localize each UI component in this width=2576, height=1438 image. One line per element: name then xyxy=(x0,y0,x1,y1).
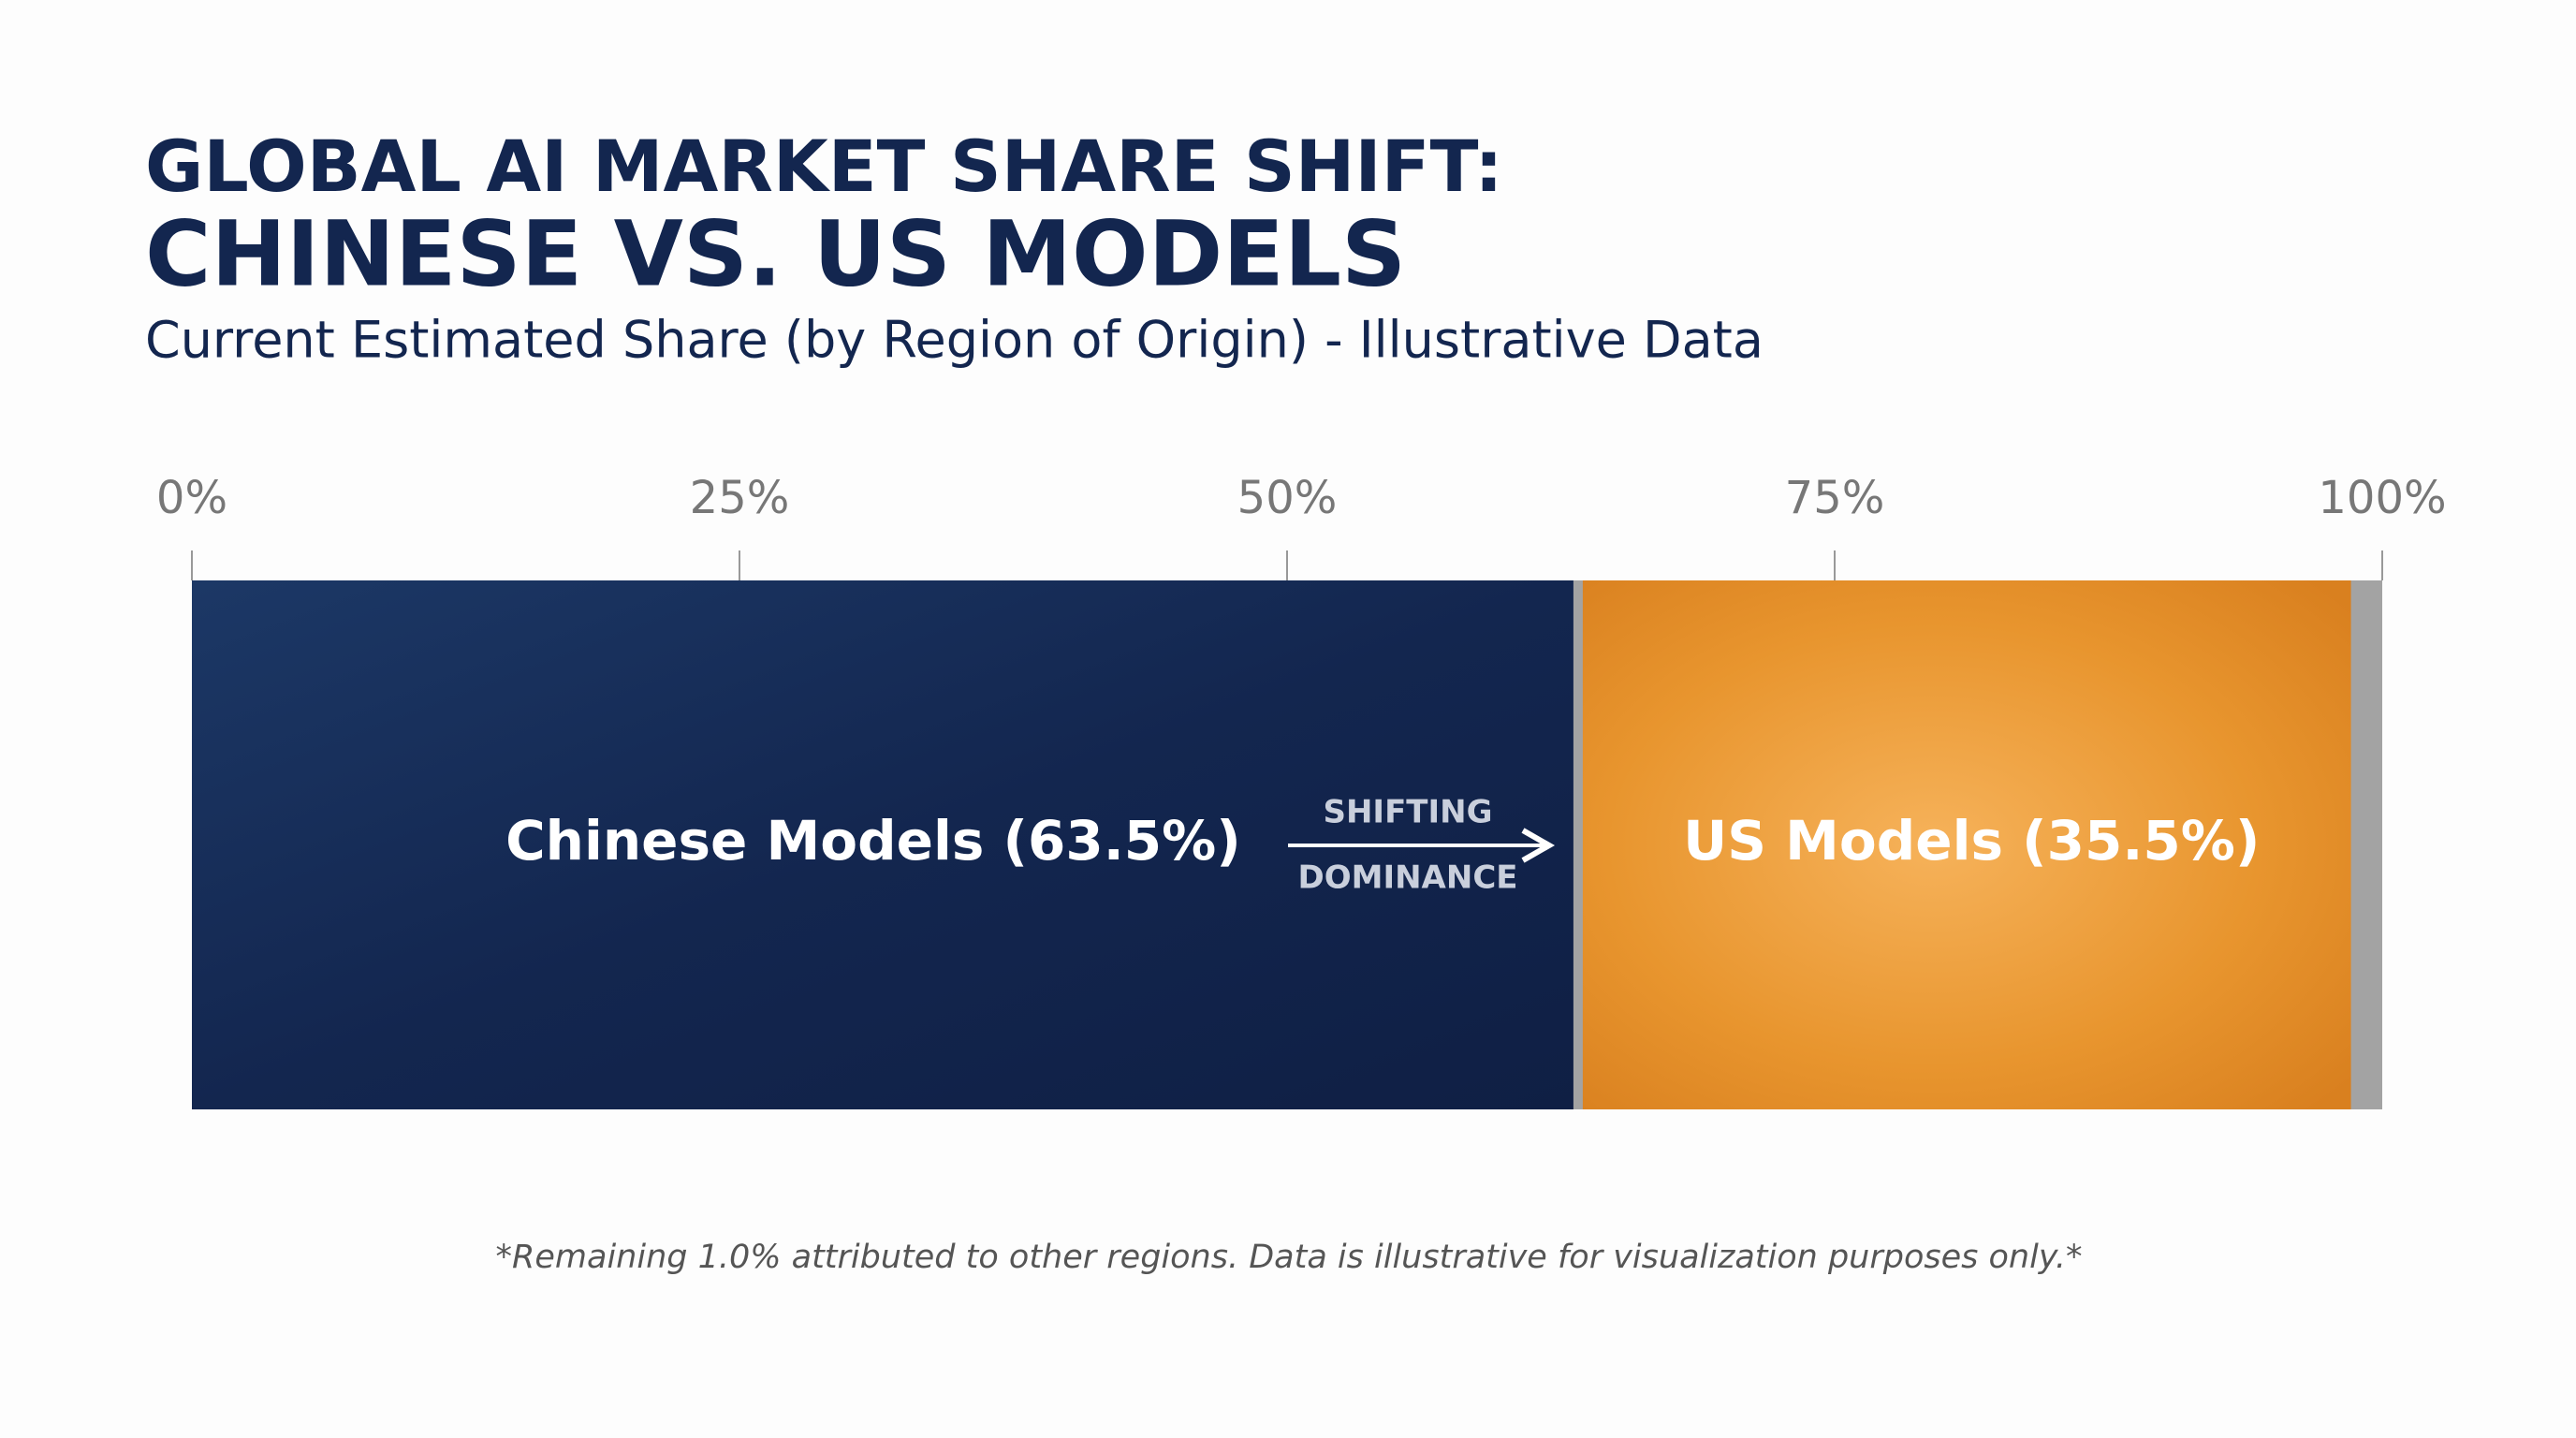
x-tick-label: 50% xyxy=(1237,472,1338,524)
data-label: US Models (35.5%) xyxy=(1683,809,2260,873)
x-tick-label: 25% xyxy=(690,472,790,524)
x-tick-label: 100% xyxy=(2318,472,2446,524)
footnote: *Remaining 1.0% attributed to other regi… xyxy=(496,1239,2083,1276)
data-label: Chinese Models (63.5%) xyxy=(505,809,1241,873)
annotation: DOMINANCE xyxy=(1297,859,1517,897)
bar-segment xyxy=(1582,580,2361,1109)
chart-title: GLOBAL AI MARKET SHARE SHIFT: xyxy=(145,125,1503,208)
x-tick-label: 0% xyxy=(156,472,227,524)
bar-segment xyxy=(2360,580,2382,1109)
annotation: SHIFTING xyxy=(1323,794,1492,831)
chart-subtitle: Current Estimated Share (by Region of Or… xyxy=(145,311,1764,370)
chart-title-main: CHINESE VS. US MODELS xyxy=(145,201,1406,306)
x-tick-label: 75% xyxy=(1785,472,1885,524)
plot-area: 0% 25% 50% 75% 100% Chinese Models (63.5%) US … xyxy=(156,472,2447,1109)
